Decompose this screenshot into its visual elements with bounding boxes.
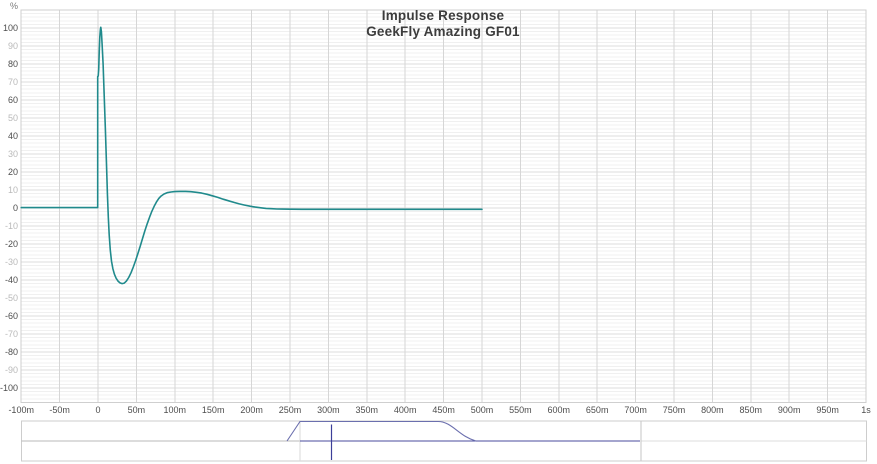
plot-grid (20, 9, 867, 403)
plot-border (20, 9, 867, 403)
navigator-window-envelope (286, 420, 477, 442)
impulse-response-curve (20, 26, 483, 285)
navigator-strip[interactable] (21, 420, 867, 462)
